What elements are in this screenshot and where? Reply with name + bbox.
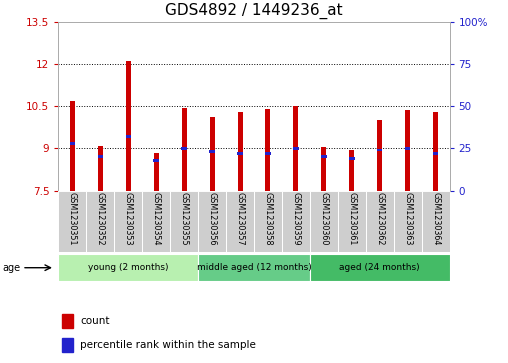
Bar <box>394 191 422 252</box>
Bar <box>349 157 355 160</box>
Bar <box>210 118 214 191</box>
Text: GSM1230356: GSM1230356 <box>208 192 216 246</box>
Bar <box>350 150 354 191</box>
Text: aged (24 months): aged (24 months) <box>339 263 420 272</box>
Text: GSM1230358: GSM1230358 <box>264 192 272 246</box>
Text: GSM1230351: GSM1230351 <box>68 192 77 246</box>
Bar <box>238 112 242 191</box>
Bar <box>338 191 366 252</box>
Text: GSM1230360: GSM1230360 <box>320 192 328 246</box>
Bar <box>198 191 226 252</box>
Bar <box>265 152 271 155</box>
Bar <box>310 191 338 252</box>
Bar <box>70 142 75 145</box>
Bar <box>86 191 114 252</box>
Text: GSM1230361: GSM1230361 <box>347 192 356 246</box>
Bar <box>142 191 170 252</box>
Bar <box>153 159 159 162</box>
Bar <box>170 191 198 252</box>
Bar <box>198 254 310 281</box>
Bar <box>181 147 187 150</box>
Bar <box>62 338 73 352</box>
Bar <box>282 191 310 252</box>
Text: GSM1230355: GSM1230355 <box>180 192 188 246</box>
Bar <box>70 101 75 191</box>
Text: GSM1230352: GSM1230352 <box>96 192 105 246</box>
Bar <box>294 106 298 191</box>
Bar <box>377 149 383 151</box>
Bar <box>237 152 243 155</box>
Text: middle aged (12 months): middle aged (12 months) <box>197 263 311 272</box>
Bar <box>321 155 327 158</box>
Bar <box>98 146 103 191</box>
Text: GSM1230353: GSM1230353 <box>124 192 133 246</box>
Bar <box>433 112 438 191</box>
Bar <box>58 254 198 281</box>
Title: GDS4892 / 1449236_at: GDS4892 / 1449236_at <box>165 3 343 19</box>
Bar <box>405 110 410 191</box>
Bar <box>254 191 282 252</box>
Bar <box>125 135 131 138</box>
Text: count: count <box>80 316 109 326</box>
Bar <box>322 147 326 191</box>
Text: GSM1230359: GSM1230359 <box>292 192 300 246</box>
Bar <box>182 107 186 191</box>
Bar <box>433 152 438 155</box>
Bar <box>293 147 299 150</box>
Bar <box>114 191 142 252</box>
Text: GSM1230364: GSM1230364 <box>431 192 440 246</box>
Text: GSM1230357: GSM1230357 <box>236 192 244 246</box>
Bar <box>377 120 382 191</box>
Bar <box>310 254 450 281</box>
Text: GSM1230362: GSM1230362 <box>375 192 384 246</box>
Bar <box>126 61 131 191</box>
Text: GSM1230363: GSM1230363 <box>403 192 412 246</box>
Text: age: age <box>3 263 21 273</box>
Bar <box>226 191 254 252</box>
Bar <box>366 191 394 252</box>
Text: young (2 months): young (2 months) <box>88 263 169 272</box>
Bar <box>405 147 410 150</box>
Bar <box>422 191 450 252</box>
Bar <box>58 191 86 252</box>
Bar <box>98 155 103 158</box>
Bar <box>209 150 215 153</box>
Text: GSM1230354: GSM1230354 <box>152 192 161 246</box>
Text: percentile rank within the sample: percentile rank within the sample <box>80 340 256 350</box>
Bar <box>154 152 158 191</box>
Bar <box>266 109 270 191</box>
Bar <box>62 314 73 329</box>
